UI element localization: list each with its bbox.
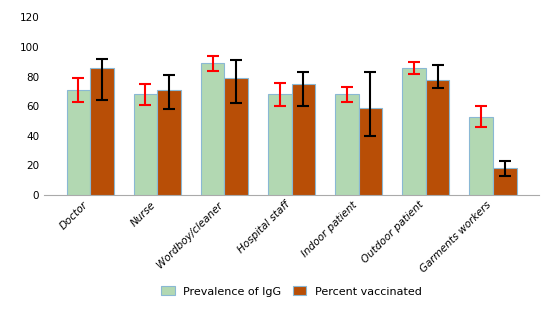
Legend: Prevalence of IgG, Percent vaccinated: Prevalence of IgG, Percent vaccinated — [161, 286, 422, 296]
Bar — [157, 90, 181, 195]
Bar — [359, 108, 382, 195]
Bar — [426, 80, 449, 195]
Bar — [335, 94, 359, 195]
Bar — [134, 94, 157, 195]
Bar — [268, 94, 292, 195]
Bar — [67, 90, 90, 195]
Bar — [470, 117, 493, 195]
Bar — [90, 68, 113, 195]
Bar — [201, 63, 224, 195]
Bar — [224, 78, 248, 195]
Bar — [292, 84, 315, 195]
Bar — [493, 168, 516, 195]
Bar — [402, 68, 426, 195]
